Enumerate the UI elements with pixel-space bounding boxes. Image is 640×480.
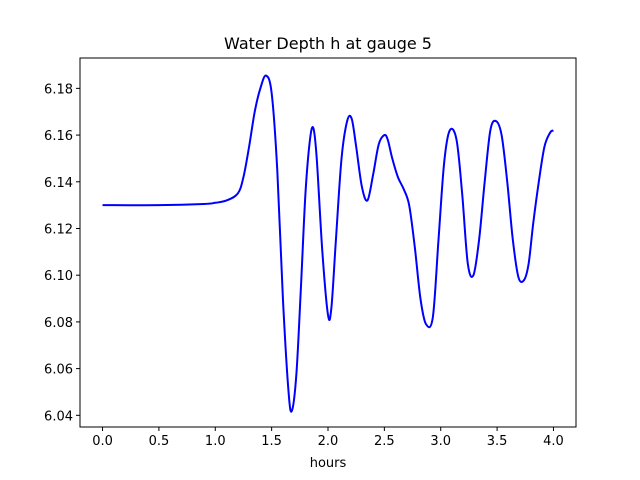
- x-tick-label: 0.5: [149, 434, 170, 449]
- y-tick-label: 6.14: [44, 176, 73, 191]
- chart-title: Water Depth h at gauge 5: [224, 34, 432, 53]
- x-axis-label: hours: [310, 456, 347, 471]
- x-tick-label: 4.0: [543, 434, 564, 449]
- x-tick-label: 2.0: [318, 434, 339, 449]
- x-tick-label: 1.5: [261, 434, 282, 449]
- x-tick-label: 3.0: [430, 434, 451, 449]
- y-tick-label: 6.10: [44, 269, 73, 284]
- x-tick-label: 1.0: [205, 434, 226, 449]
- y-axis: 6.04 6.06 6.08 6.10 6.12 6.14 6.16 6.18: [44, 82, 80, 424]
- y-tick-label: 6.04: [44, 409, 73, 424]
- water-depth-series-line: [102, 74, 555, 413]
- series-layer: [102, 74, 555, 413]
- y-tick-label: 6.16: [44, 129, 73, 144]
- y-tick-label: 6.18: [44, 82, 73, 97]
- y-tick-label: 6.12: [44, 222, 73, 237]
- x-tick-label: 2.5: [374, 434, 395, 449]
- y-tick-label: 6.08: [44, 316, 73, 331]
- x-tick-label: 0.0: [92, 434, 113, 449]
- x-axis: 0.0 0.5 1.0 1.5 2.0 2.5 3.0 3.5 4.0: [92, 427, 564, 449]
- plot-area-frame: [79, 57, 577, 428]
- x-tick-label: 3.5: [487, 434, 508, 449]
- y-tick-label: 6.06: [44, 363, 73, 378]
